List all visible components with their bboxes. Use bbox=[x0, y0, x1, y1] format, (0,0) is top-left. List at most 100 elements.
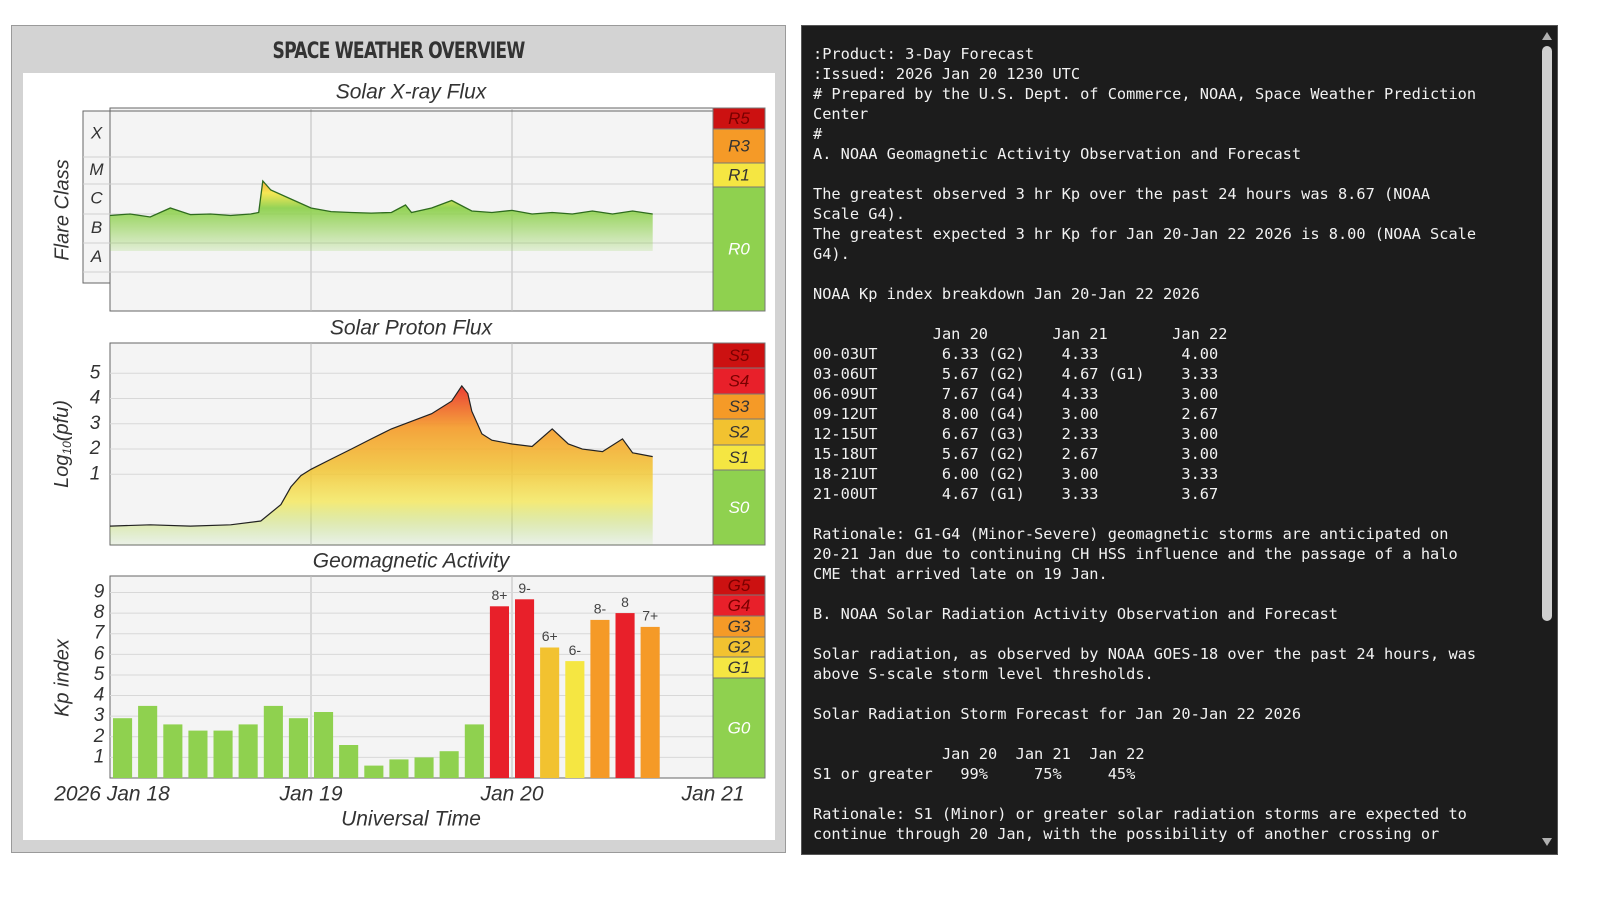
kp-ylabel: Kp index bbox=[51, 638, 73, 717]
xray-scale-label: R0 bbox=[728, 239, 750, 258]
xray-scale-label: R3 bbox=[728, 136, 750, 155]
proton-ylabel: Log10(pfu) bbox=[51, 400, 74, 488]
proton-scale-label: S1 bbox=[729, 448, 750, 467]
xray-scale-r1 bbox=[712, 162, 766, 188]
kp-scale-g0 bbox=[712, 677, 766, 779]
space-weather-panel: SPACE WEATHER OVERVIEW Solar X-ray Flux X… bbox=[11, 25, 786, 853]
kp-bar bbox=[540, 647, 560, 778]
kp-ytick: 2 bbox=[93, 726, 105, 747]
xray-scale-label: R5 bbox=[728, 109, 750, 128]
proton-scale-label: S3 bbox=[729, 397, 750, 416]
kp-bar bbox=[364, 765, 384, 778]
kp-bar bbox=[515, 599, 535, 778]
kp-bar-label: 8 bbox=[621, 594, 629, 610]
kp-bar-label: 7+ bbox=[642, 608, 658, 624]
x-axis-label: Universal Time bbox=[341, 808, 481, 831]
xray-plot-frame bbox=[109, 107, 714, 312]
kp-bar bbox=[439, 751, 459, 778]
x-tick-label: Jan 21 bbox=[680, 783, 744, 806]
scroll-thumb[interactable] bbox=[1542, 46, 1552, 621]
proton-scale-s4 bbox=[712, 367, 766, 395]
x-tick-label: Jan 20 bbox=[479, 783, 543, 806]
scroll-up-arrow-icon[interactable] bbox=[1542, 32, 1552, 40]
kp-bar bbox=[314, 712, 334, 778]
scroll-down-arrow-icon[interactable] bbox=[1542, 838, 1552, 846]
kp-bar bbox=[263, 705, 283, 778]
xray-class-label: M bbox=[89, 160, 104, 179]
proton-flux-line bbox=[109, 384, 653, 527]
kp-bar bbox=[414, 757, 434, 778]
kp-title: Geomagnetic Activity bbox=[313, 550, 511, 573]
kp-bar-label: 9- bbox=[518, 580, 531, 596]
panel-title: SPACE WEATHER OVERVIEW bbox=[272, 39, 525, 64]
proton-scale-s2 bbox=[712, 418, 766, 446]
xray-flux-line bbox=[109, 179, 653, 218]
x-tick-label: Jan 19 bbox=[278, 783, 342, 806]
kp-bar-label: 8+ bbox=[491, 587, 507, 603]
xray-scale-label: R1 bbox=[728, 165, 750, 184]
xray-class-axis bbox=[82, 110, 111, 284]
kp-scale-label: G1 bbox=[728, 658, 751, 677]
kp-scale-label: G5 bbox=[728, 576, 751, 595]
proton-scale-label: S4 bbox=[729, 371, 750, 390]
chart-area: Solar X-ray Flux X M C B A Flare Class R5 R3 R1 R0… bbox=[23, 73, 775, 840]
kp-scale-label: G4 bbox=[728, 596, 751, 615]
xray-scale-r0 bbox=[712, 186, 766, 312]
forecast-bulletin-panel[interactable]: :Product: 3-Day Forecast :Issued: 2026 J… bbox=[801, 25, 1558, 855]
kp-bar bbox=[213, 730, 233, 778]
proton-ytick: 5 bbox=[90, 362, 101, 383]
proton-title: Solar Proton Flux bbox=[330, 317, 494, 340]
xray-class-label: C bbox=[90, 188, 103, 207]
proton-scale-label: S5 bbox=[729, 346, 750, 365]
xray-class-label: X bbox=[90, 123, 103, 142]
kp-bar-label: 8- bbox=[594, 601, 607, 617]
kp-bar bbox=[288, 718, 308, 778]
kp-ytick: 3 bbox=[94, 705, 105, 726]
proton-scale-label: S0 bbox=[729, 498, 750, 517]
kp-scale-label: G2 bbox=[728, 637, 751, 656]
kp-ytick: 6 bbox=[94, 643, 105, 664]
xray-ylabel: Flare Class bbox=[51, 159, 73, 260]
xray-class-label: B bbox=[91, 218, 102, 237]
xray-class-label: A bbox=[90, 247, 102, 266]
kp-bar bbox=[389, 759, 409, 778]
x-tick-label: 2026 Jan 18 bbox=[53, 783, 170, 806]
kp-bar bbox=[615, 613, 635, 778]
kp-ytick: 1 bbox=[94, 746, 105, 767]
forecast-bulletin-text: :Product: 3-Day Forecast :Issued: 2026 J… bbox=[813, 45, 1477, 843]
proton-scale-s3 bbox=[712, 393, 766, 420]
proton-ytick: 2 bbox=[89, 438, 101, 459]
kp-bar bbox=[339, 745, 359, 778]
kp-bar bbox=[464, 724, 484, 778]
kp-bar-label: 6- bbox=[569, 642, 582, 658]
kp-bar bbox=[238, 724, 258, 778]
xray-scale-r3 bbox=[712, 128, 766, 164]
proton-ytick: 4 bbox=[90, 388, 101, 409]
xray-flux-area bbox=[110, 181, 653, 251]
xray-title: Solar X-ray Flux bbox=[336, 81, 488, 104]
kp-bar bbox=[138, 705, 158, 778]
kp-plot-frame bbox=[109, 575, 714, 779]
proton-scale-label: S2 bbox=[729, 422, 750, 441]
kp-ytick: 8 bbox=[94, 602, 105, 623]
kp-bar bbox=[163, 724, 183, 778]
kp-ytick: 7 bbox=[94, 623, 106, 644]
vertical-scrollbar[interactable] bbox=[1539, 28, 1555, 850]
kp-scale-label: G3 bbox=[728, 617, 751, 636]
kp-bar bbox=[489, 606, 509, 778]
kp-scale-label: G0 bbox=[728, 718, 751, 737]
kp-bar bbox=[565, 661, 585, 778]
kp-ytick: 9 bbox=[94, 582, 105, 603]
proton-ytick: 1 bbox=[90, 463, 101, 484]
kp-bar-label: 6+ bbox=[542, 628, 558, 644]
kp-ytick: 5 bbox=[94, 664, 105, 685]
proton-ytick: 3 bbox=[90, 413, 101, 434]
kp-ytick: 4 bbox=[94, 685, 105, 706]
kp-bar bbox=[188, 730, 208, 778]
kp-bar bbox=[640, 626, 660, 778]
kp-bar bbox=[113, 718, 133, 778]
proton-scale-s0 bbox=[712, 469, 766, 546]
proton-flux-area bbox=[110, 385, 653, 545]
kp-bar bbox=[590, 619, 610, 778]
